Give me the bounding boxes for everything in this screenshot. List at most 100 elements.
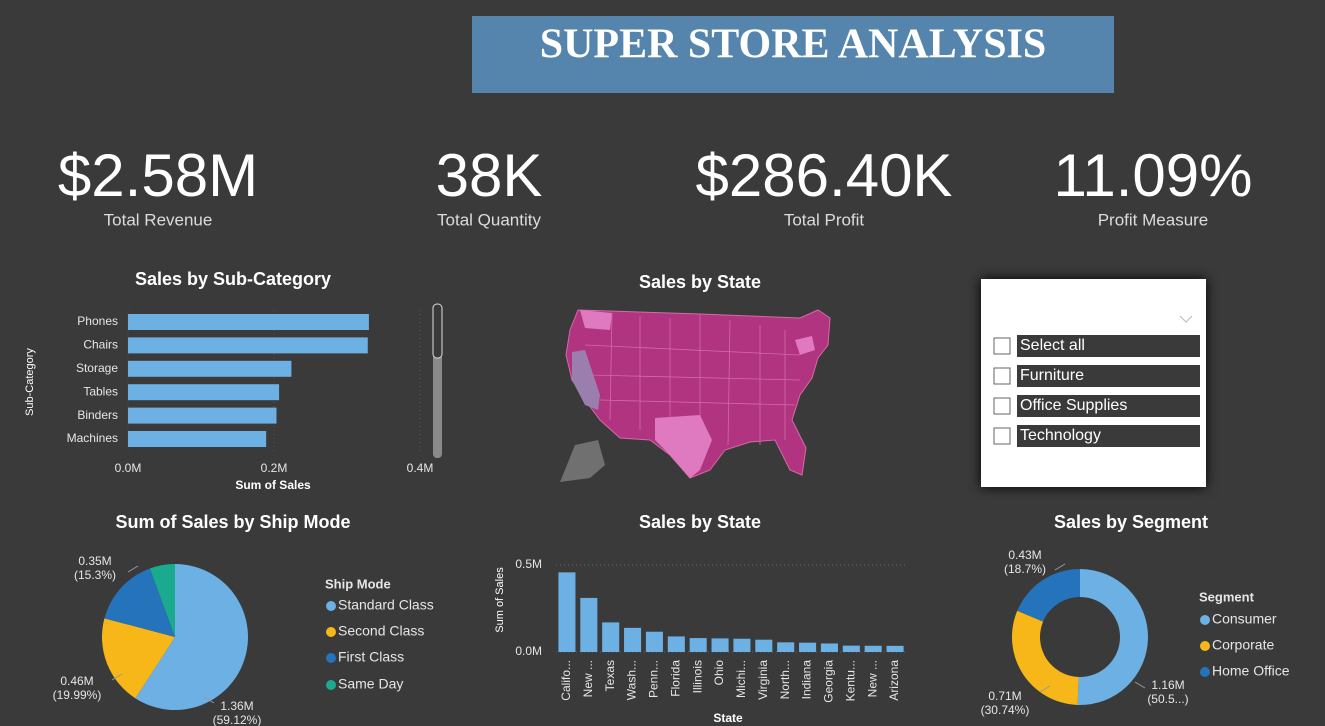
x-tick-label: North... [778, 660, 792, 699]
bar [711, 638, 729, 652]
chart-title: Sales by State [639, 272, 761, 292]
legend-label: Standard Class [338, 597, 434, 613]
map-alaska [560, 440, 605, 482]
map-california [572, 350, 600, 410]
legend-marker [1200, 641, 1210, 651]
scrollbar-thumb[interactable] [432, 303, 443, 359]
bar [667, 636, 685, 652]
x-axis-label: Sum of Sales [235, 478, 311, 492]
y-tick-label: Phones [77, 314, 118, 328]
bar [602, 622, 620, 652]
x-tick-label: 0.0M [115, 461, 142, 475]
legend-label: Corporate [1212, 637, 1274, 653]
legend-label: Second Class [338, 623, 424, 639]
page-title: SUPER STORE ANALYSIS [540, 22, 1047, 68]
legend-title: Segment [1199, 589, 1255, 604]
kpi-label: Total Revenue [104, 210, 213, 229]
leader-line [1039, 685, 1051, 693]
donut-slice [1017, 569, 1080, 622]
legend-marker [326, 601, 336, 611]
chart-title: Sales by State [639, 512, 761, 532]
y-tick-label: Binders [77, 408, 118, 422]
checkbox[interactable] [993, 397, 1011, 415]
kpi-value: 11.09% [1053, 142, 1252, 209]
slicer-item[interactable]: Technology [1020, 427, 1101, 444]
y-axis-label: Sum of Sales [494, 567, 506, 633]
legend-marker [326, 680, 336, 690]
bar [128, 384, 280, 401]
bar [886, 645, 904, 652]
leader-line [1054, 563, 1066, 571]
y-tick-label: Machines [67, 431, 118, 445]
y-tick-label: Tables [83, 384, 118, 398]
leader-line [111, 673, 123, 681]
y-tick-label: Storage [76, 361, 118, 375]
kpi-value: $286.40K [696, 142, 953, 209]
data-label: 0.43M [1008, 548, 1041, 562]
y-tick-label: Chairs [83, 338, 118, 352]
slicer-item-bg [1017, 365, 1200, 387]
x-tick-label: Michi... [734, 660, 748, 698]
bar [580, 597, 598, 652]
slicer-item[interactable]: Furniture [1020, 367, 1084, 384]
kpi-label: Total Quantity [437, 210, 541, 229]
x-tick-label: 0.2M [261, 461, 288, 475]
x-tick-label: Virginia [756, 660, 770, 700]
bar [128, 337, 368, 354]
percent-label: (30.74%) [981, 703, 1030, 717]
x-tick-label: Wash... [625, 660, 639, 700]
x-tick-label: Indiana [800, 660, 814, 700]
kpi-value: $2.58M [58, 142, 258, 209]
leader-line [203, 696, 215, 704]
checkbox[interactable] [993, 427, 1011, 445]
pie-slice [104, 568, 175, 637]
data-label: 1.16M [1151, 678, 1184, 692]
slicer-item[interactable]: Select all [1020, 337, 1085, 354]
bar [128, 360, 292, 377]
legend-label: Home Office [1212, 663, 1290, 679]
map-new-york [795, 336, 815, 355]
x-tick-label: Illinois [690, 660, 704, 693]
bar [128, 431, 267, 447]
legend-marker [326, 627, 336, 637]
bar [820, 643, 838, 652]
percent-label: (50.5...) [1147, 692, 1188, 706]
legend-title: Ship Mode [325, 576, 391, 591]
bar [799, 642, 817, 652]
legend-marker [1200, 667, 1210, 677]
pie-slice [102, 618, 175, 699]
checkbox[interactable] [993, 367, 1011, 385]
slicer-dropdown[interactable] [1179, 315, 1193, 323]
bar [777, 642, 795, 652]
bar [645, 631, 663, 652]
x-tick-label: Kentu... [843, 660, 857, 701]
data-label: 0.71M [988, 689, 1021, 703]
kpi-label: Profit Measure [1098, 210, 1209, 229]
map-washington [580, 310, 612, 330]
checkbox[interactable] [993, 337, 1011, 355]
bar [842, 645, 860, 652]
leader-line [1134, 681, 1146, 689]
slicer-item[interactable]: Office Supplies [1020, 397, 1127, 414]
legend-marker [326, 653, 336, 663]
data-label: 0.46M [60, 674, 93, 688]
map-borders [584, 312, 801, 446]
percent-label: (59.12%) [213, 713, 262, 726]
leader-line [127, 565, 139, 573]
slicer-items: Select all Furniture Office Supplies Techno… [993, 335, 1200, 447]
legend-label: Same Day [338, 676, 403, 692]
y-tick-label: 0.0M [515, 644, 542, 658]
chart-title: Sales by Sub-Category [135, 269, 331, 289]
x-tick-label: New ... [581, 660, 595, 697]
percent-label: (19.99%) [53, 688, 102, 702]
title-banner [472, 16, 1114, 93]
slicer-item-bg [1017, 425, 1200, 447]
y-tick-label: 0.5M [515, 557, 542, 571]
bar [128, 407, 277, 424]
chart-title: Sales by Segment [1054, 512, 1208, 532]
bar [755, 639, 773, 652]
chart-title: Sum of Sales by Ship Mode [115, 512, 350, 532]
bar [128, 314, 369, 330]
kpi-label: Total Profit [784, 210, 865, 229]
